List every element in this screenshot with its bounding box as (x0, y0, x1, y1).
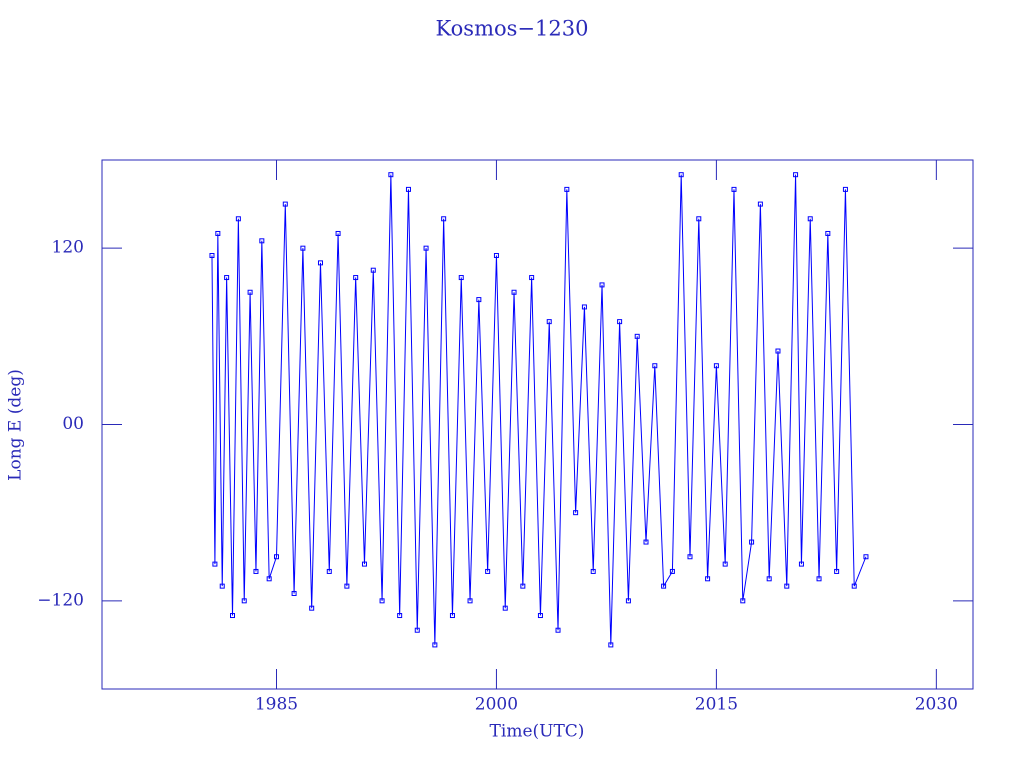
data-point (335, 230, 341, 236)
data-point (405, 186, 411, 192)
data-point (219, 583, 225, 589)
data-point (467, 598, 473, 604)
data-point (370, 267, 376, 273)
data-point (816, 576, 822, 582)
y-tick-label: 00 (62, 414, 84, 434)
data-point (230, 613, 236, 619)
data-point (766, 576, 772, 582)
data-point (863, 554, 869, 560)
data-point (344, 583, 350, 589)
data-point (282, 201, 288, 207)
data-point (449, 613, 455, 619)
data-point (652, 363, 658, 369)
data-point (798, 561, 804, 567)
data-point (625, 598, 631, 604)
chart-title: Kosmos−1230 (436, 17, 589, 41)
data-point (414, 627, 420, 633)
data-point (212, 561, 218, 567)
data-point (241, 598, 247, 604)
data-point (749, 539, 755, 545)
data-point (493, 253, 499, 259)
data-point (661, 583, 667, 589)
data-point (581, 304, 587, 310)
data-point (397, 613, 403, 619)
data-point (722, 561, 728, 567)
data-point (634, 333, 640, 339)
data-point (273, 554, 279, 560)
data-point (476, 297, 482, 303)
data-point (537, 613, 543, 619)
y-tick-label: 120 (52, 238, 84, 258)
data-point (259, 238, 265, 244)
data-point (309, 605, 315, 611)
data-point (608, 642, 614, 648)
data-line (211, 174, 867, 645)
data-point (573, 510, 579, 516)
data-point (317, 260, 323, 266)
data-point (825, 230, 831, 236)
y-tick-label: −120 (37, 590, 84, 610)
data-point (678, 172, 684, 178)
data-point (705, 576, 711, 582)
data-point (361, 561, 367, 567)
data-point (687, 554, 693, 560)
data-point (851, 583, 857, 589)
data-point (388, 172, 394, 178)
data-point (546, 319, 552, 325)
data-point (696, 216, 702, 222)
y-axis-label: Long E (deg) (6, 369, 26, 481)
data-point (379, 598, 385, 604)
data-point (423, 245, 429, 251)
x-axis-label: Time(UTC) (490, 722, 585, 742)
data-point (253, 568, 259, 574)
data-point (713, 363, 719, 369)
data-point (669, 568, 675, 574)
data-point (441, 216, 447, 222)
data-point (757, 201, 763, 207)
data-point (520, 583, 526, 589)
data-point (432, 642, 438, 648)
data-point (485, 568, 491, 574)
data-point (529, 275, 535, 281)
x-tick-label: 2015 (695, 695, 738, 715)
data-point (740, 598, 746, 604)
data-point (599, 282, 605, 288)
data-point (502, 605, 508, 611)
data-point (834, 568, 840, 574)
data-point (793, 172, 799, 178)
data-point (209, 253, 215, 259)
data-point (266, 576, 272, 582)
data-point (842, 186, 848, 192)
data-point (784, 583, 790, 589)
x-tick-label: 2030 (915, 695, 958, 715)
data-point (511, 289, 517, 295)
x-tick-label: 2000 (475, 695, 518, 715)
data-point (564, 186, 570, 192)
data-point (215, 230, 221, 236)
data-point (458, 275, 464, 281)
data-point (555, 627, 561, 633)
data-point (590, 568, 596, 574)
data-point (617, 319, 623, 325)
data-point (643, 539, 649, 545)
data-point (775, 348, 781, 354)
data-point (291, 590, 297, 596)
data-point (353, 275, 359, 281)
x-tick-label: 1985 (255, 695, 298, 715)
data-point (224, 275, 230, 281)
data-point (807, 216, 813, 222)
data-point (247, 289, 253, 295)
data-point (300, 245, 306, 251)
data-point (235, 216, 241, 222)
data-point (731, 186, 737, 192)
data-point (326, 568, 332, 574)
